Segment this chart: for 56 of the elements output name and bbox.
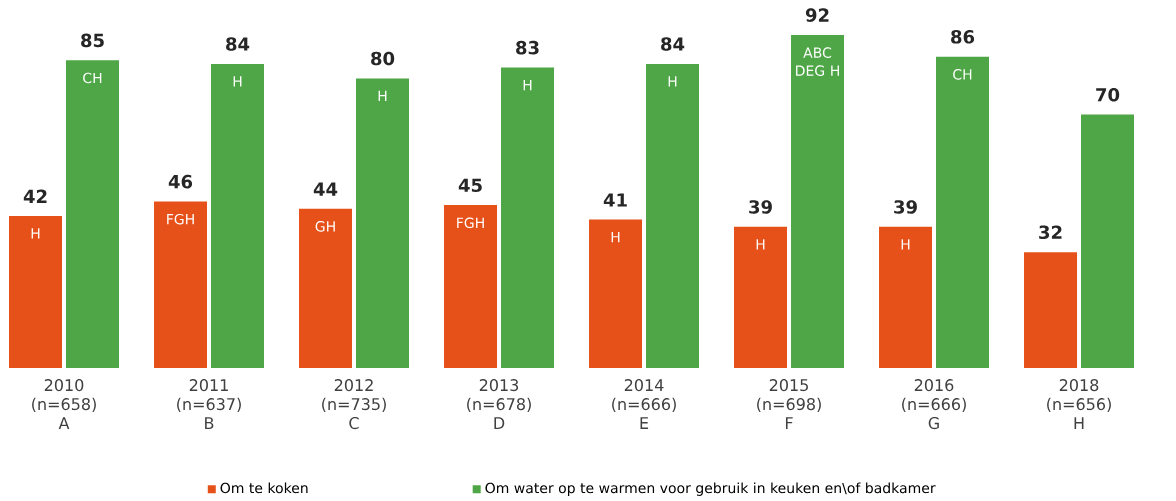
x-tick-label: 2013 (n=678) D	[467, 379, 531, 429]
bar	[211, 63, 265, 368]
bar	[299, 208, 353, 368]
data-label: 92	[805, 8, 829, 22]
annotation: H	[901, 239, 910, 250]
data-label: 39	[894, 200, 917, 214]
data-label: 83	[516, 40, 539, 55]
x-tick-label: 2016 (n=666) G	[902, 379, 966, 430]
bar	[1024, 252, 1078, 368]
annotation: FGH	[167, 213, 194, 225]
data-label: 44	[313, 182, 338, 196]
data-label: 39	[749, 200, 772, 214]
data-label: 32	[1039, 225, 1062, 240]
annotation: FGH	[457, 217, 484, 229]
data-label: 84	[226, 37, 250, 51]
bar	[791, 34, 845, 368]
annotation: H	[378, 90, 387, 101]
x-tick-label: 2015 (n=698) F	[757, 379, 821, 429]
annotation: H	[523, 79, 532, 91]
annotation: GH	[315, 221, 335, 232]
annotation: H	[31, 228, 40, 239]
x-tick-label: 2010 (n=658) A	[32, 379, 96, 429]
bar	[9, 215, 63, 368]
legend-label: Om te koken	[220, 482, 308, 494]
bar	[501, 67, 555, 368]
data-label: 80	[371, 51, 395, 66]
x-tick-label: 2011 (n=637) B	[177, 379, 241, 429]
annotation: H	[233, 76, 242, 87]
data-label: 85	[81, 33, 104, 48]
data-label: 46	[168, 174, 193, 189]
annotation: H	[668, 76, 677, 87]
data-label: 70	[1096, 87, 1120, 102]
bar	[936, 56, 990, 368]
data-label: 84	[661, 37, 685, 51]
data-label: 86	[951, 29, 975, 44]
data-label: 42	[23, 189, 47, 203]
bar	[356, 78, 410, 368]
legend-label: Om water op te warmen voor gebruik in keuken en\of badkamer	[485, 482, 936, 496]
data-label: 45	[458, 178, 482, 193]
annotation: H	[756, 239, 765, 250]
bar	[589, 219, 643, 368]
x-tick-label: 2018 (n=656) H	[1047, 379, 1111, 429]
bar	[66, 60, 120, 368]
annotation: ABC DEG H	[796, 47, 839, 76]
bar	[879, 226, 933, 368]
annotation: H	[611, 231, 620, 243]
bar	[1081, 114, 1135, 368]
x-tick-label: 2012 (n=735) C	[322, 379, 386, 430]
bar	[154, 201, 208, 368]
data-label: 41	[603, 193, 627, 207]
x-tick-label: 2014 (n=666) E	[612, 379, 676, 429]
bar	[646, 63, 700, 368]
annotation: CH	[83, 72, 102, 84]
bar	[734, 226, 788, 368]
annotation: CH	[953, 69, 972, 80]
bar	[444, 205, 498, 368]
